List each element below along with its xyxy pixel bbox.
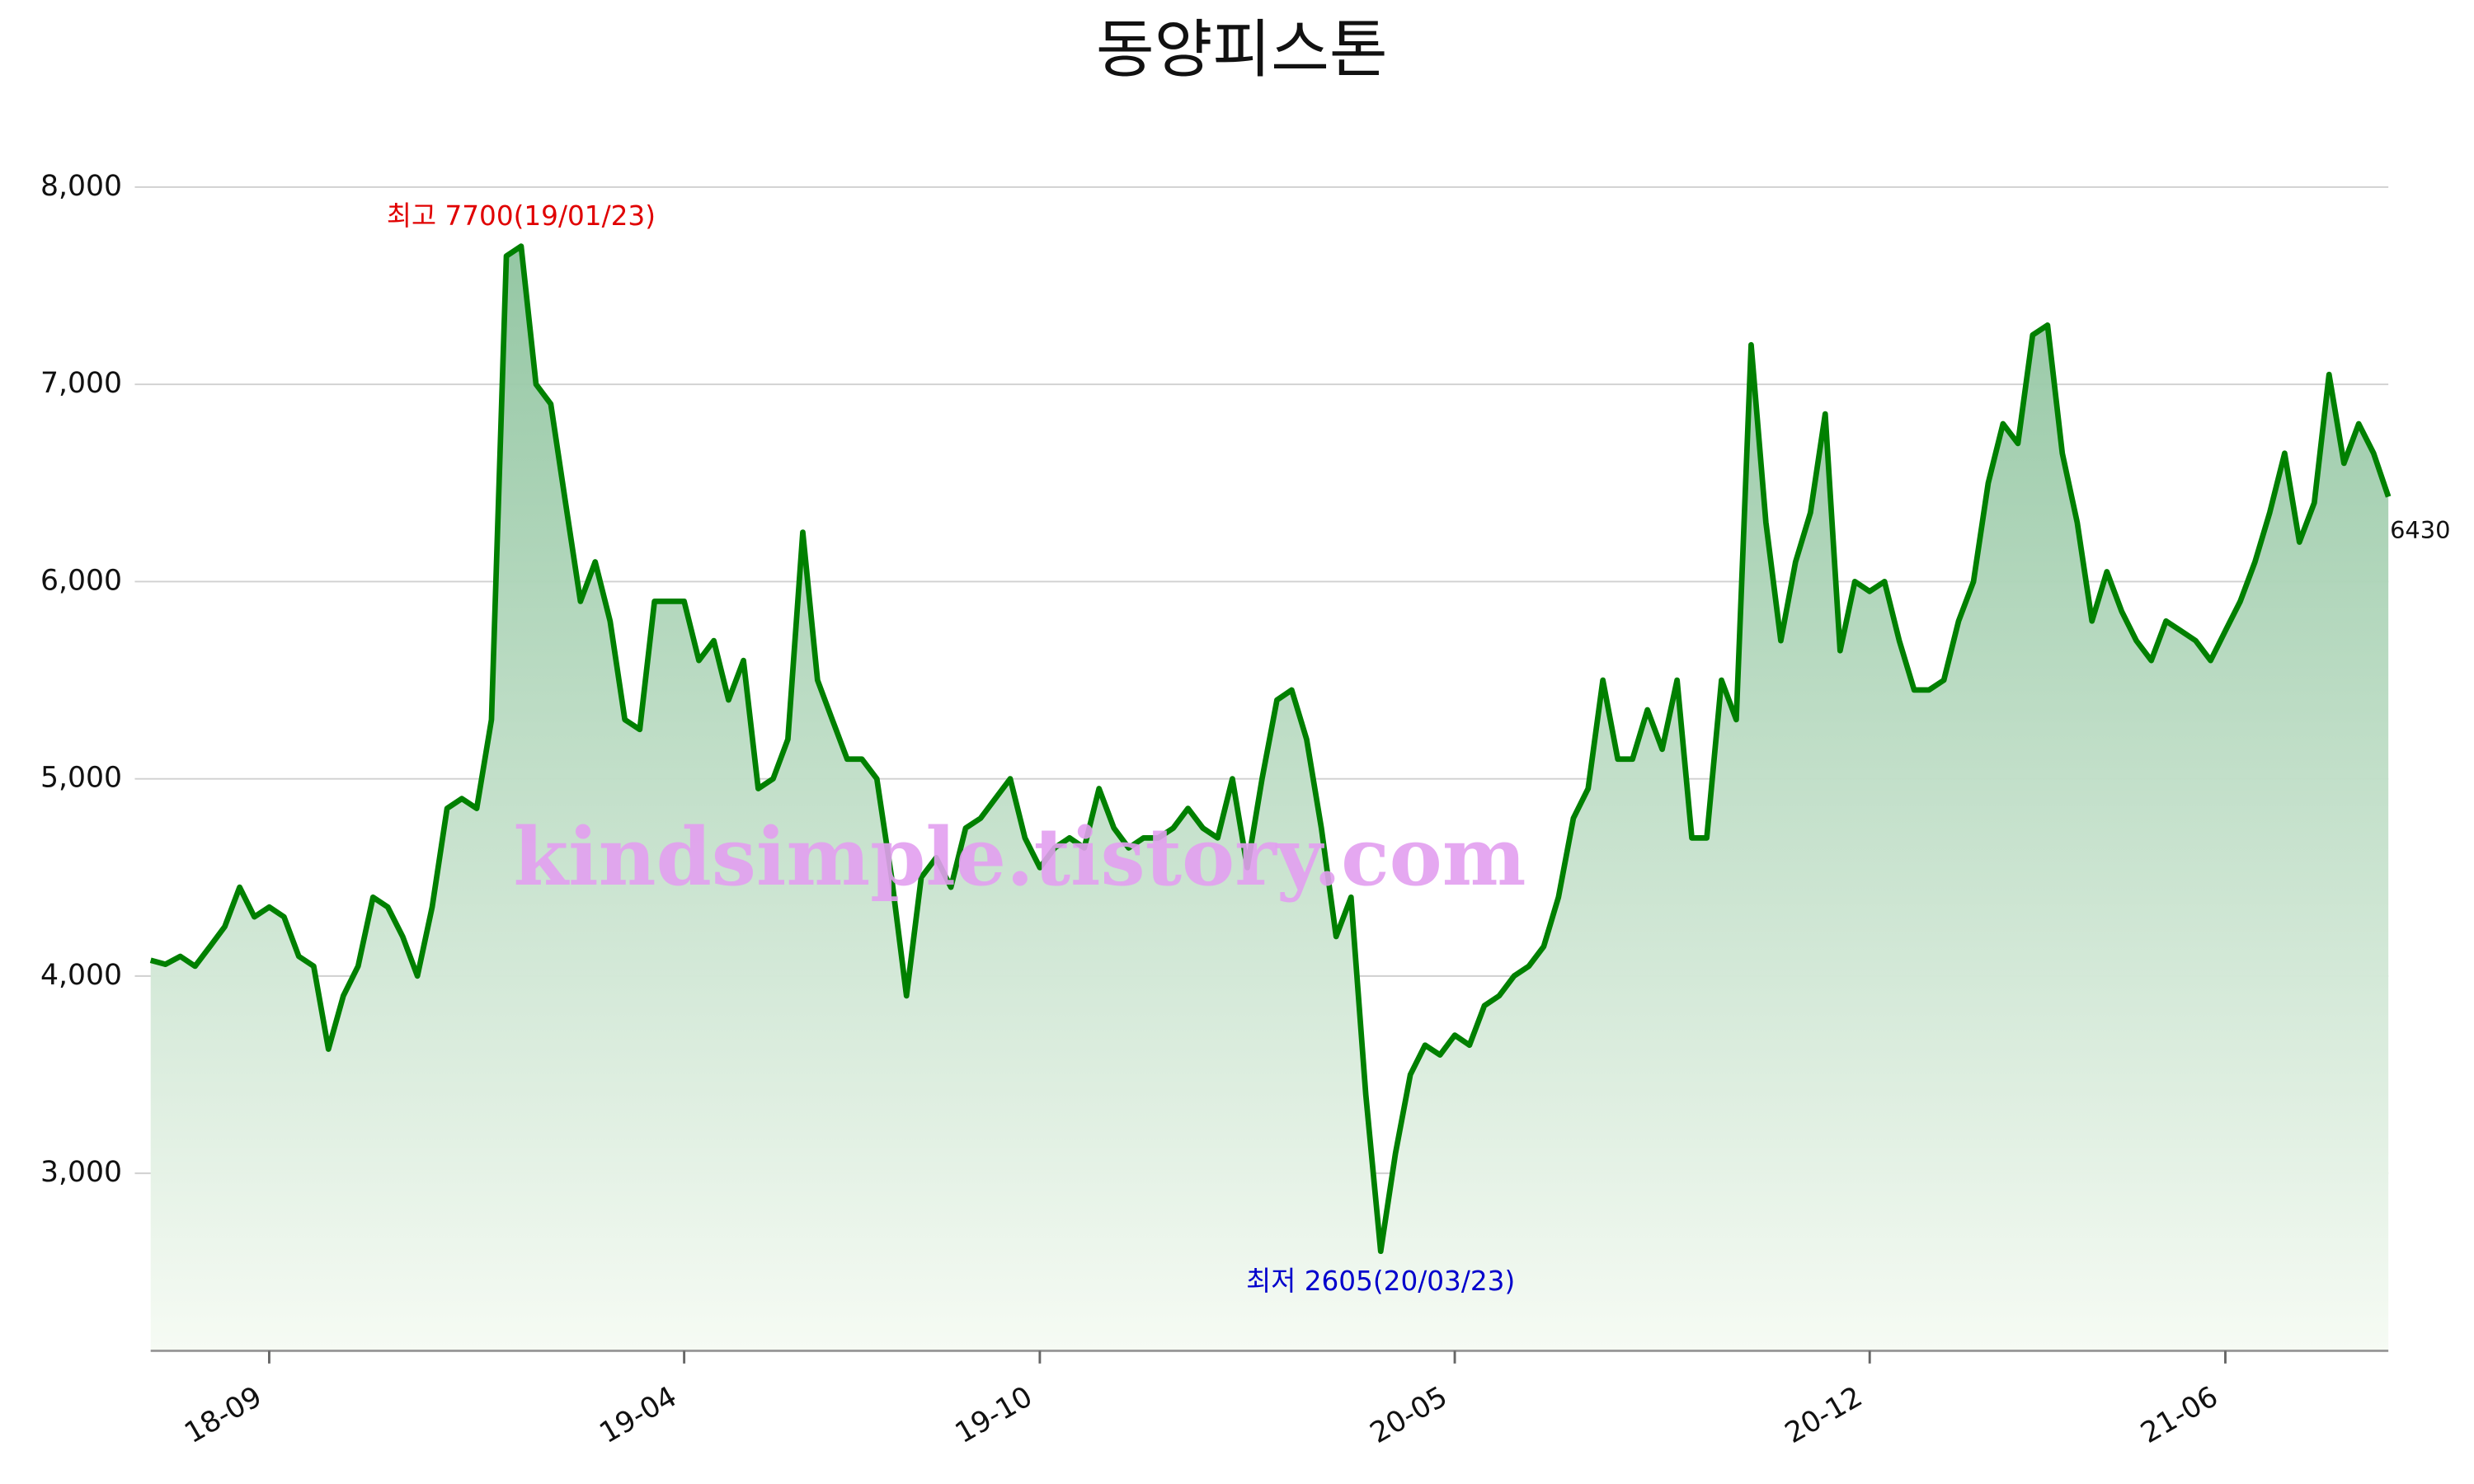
watermark: kindsimple.tistory.com: [514, 810, 1526, 904]
y-tick-label: 7,000: [40, 367, 122, 400]
x-tick-label: 20-12: [1780, 1380, 1868, 1450]
y-tick-label: 8,000: [40, 170, 122, 203]
x-tick-label: 21-06: [2135, 1380, 2223, 1450]
x-tick-label: 19-10: [950, 1380, 1038, 1450]
chart-title: 동양피스톤: [1096, 13, 1388, 87]
y-tick-label: 4,000: [40, 959, 122, 992]
last-value-label: 6430: [2390, 516, 2450, 544]
x-tick-label: 18-09: [179, 1380, 267, 1450]
area: [150, 246, 2389, 1351]
max-annotation: 최고 7700(19/01/23): [387, 200, 656, 232]
y-tick-label: 6,000: [40, 564, 122, 597]
x-tick-label: 19-04: [594, 1380, 682, 1450]
min-annotation: 최저 2605(20/03/23): [1246, 1266, 1515, 1297]
y-tick-label: 3,000: [40, 1156, 122, 1189]
price-line: [149, 243, 2392, 1255]
y-tick-label: 5,000: [40, 762, 122, 795]
x-tick-label: 20-05: [1365, 1380, 1453, 1450]
